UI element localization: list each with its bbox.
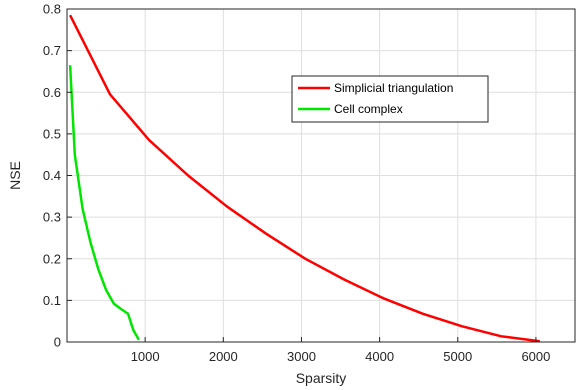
y-tick-label: 0.3 [43,210,61,225]
legend-label-cell-complex: Cell complex [334,102,403,116]
y-tick-label: 0.7 [43,43,61,58]
series-line-simplicial-triangulation [68,14,540,343]
grid [67,9,575,342]
legend-box [291,75,489,123]
x-axis: 1000 2000 3000 4000 5000 6000 [131,337,550,364]
y-tick-label: 0 [54,335,61,350]
y-tick-label: 0.2 [43,251,61,266]
y-axis-label: NSE [7,161,23,190]
y-tick-label: 0.5 [43,126,61,141]
y-tick-label: 0.4 [43,168,61,183]
legend-label-simplicial-triangulation: Simplicial triangulation [334,81,453,95]
series-lines [68,14,540,343]
series-line-cell-complex [68,65,140,341]
y-tick-label: 0.1 [43,293,61,308]
x-axis-label: Sparsity [296,370,347,386]
x-tick-label: 5000 [443,349,472,364]
y-axis: 0 0.1 0.2 0.3 0.4 0.5 0.6 0.7 0.8 [43,2,72,350]
x-tick-label: 2000 [209,349,238,364]
x-tick-label: 1000 [131,349,160,364]
x-tick-label: 6000 [521,349,550,364]
y-tick-label: 0.8 [43,2,61,17]
x-tick-label: 4000 [365,349,394,364]
x-tick-label: 3000 [287,349,316,364]
y-tick-label: 0.6 [43,85,61,100]
legend: Simplicial triangulation Cell complex [291,75,489,123]
